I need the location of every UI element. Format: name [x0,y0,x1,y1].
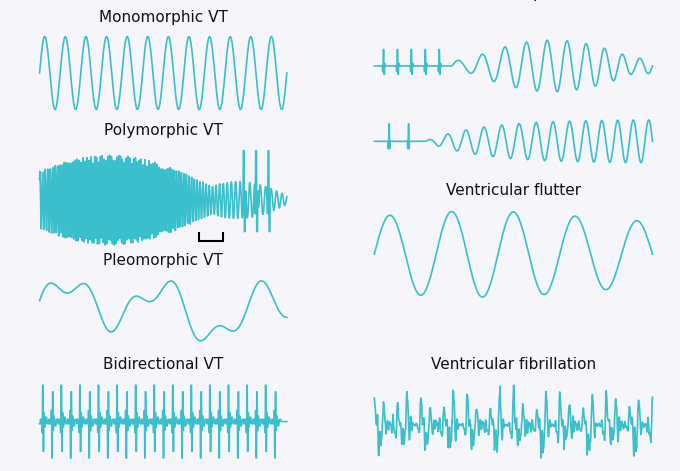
Text: Ventricular flutter: Ventricular flutter [446,183,581,198]
Text: Monomorphic VT: Monomorphic VT [99,10,228,25]
Text: Ventricular fibrillation: Ventricular fibrillation [431,357,596,372]
Text: Pleomorphic VT: Pleomorphic VT [103,253,223,268]
Text: Torsades de pointes: Torsades de pointes [437,0,590,1]
Text: Polymorphic VT: Polymorphic VT [104,123,222,138]
Text: Bidirectional VT: Bidirectional VT [103,357,223,372]
